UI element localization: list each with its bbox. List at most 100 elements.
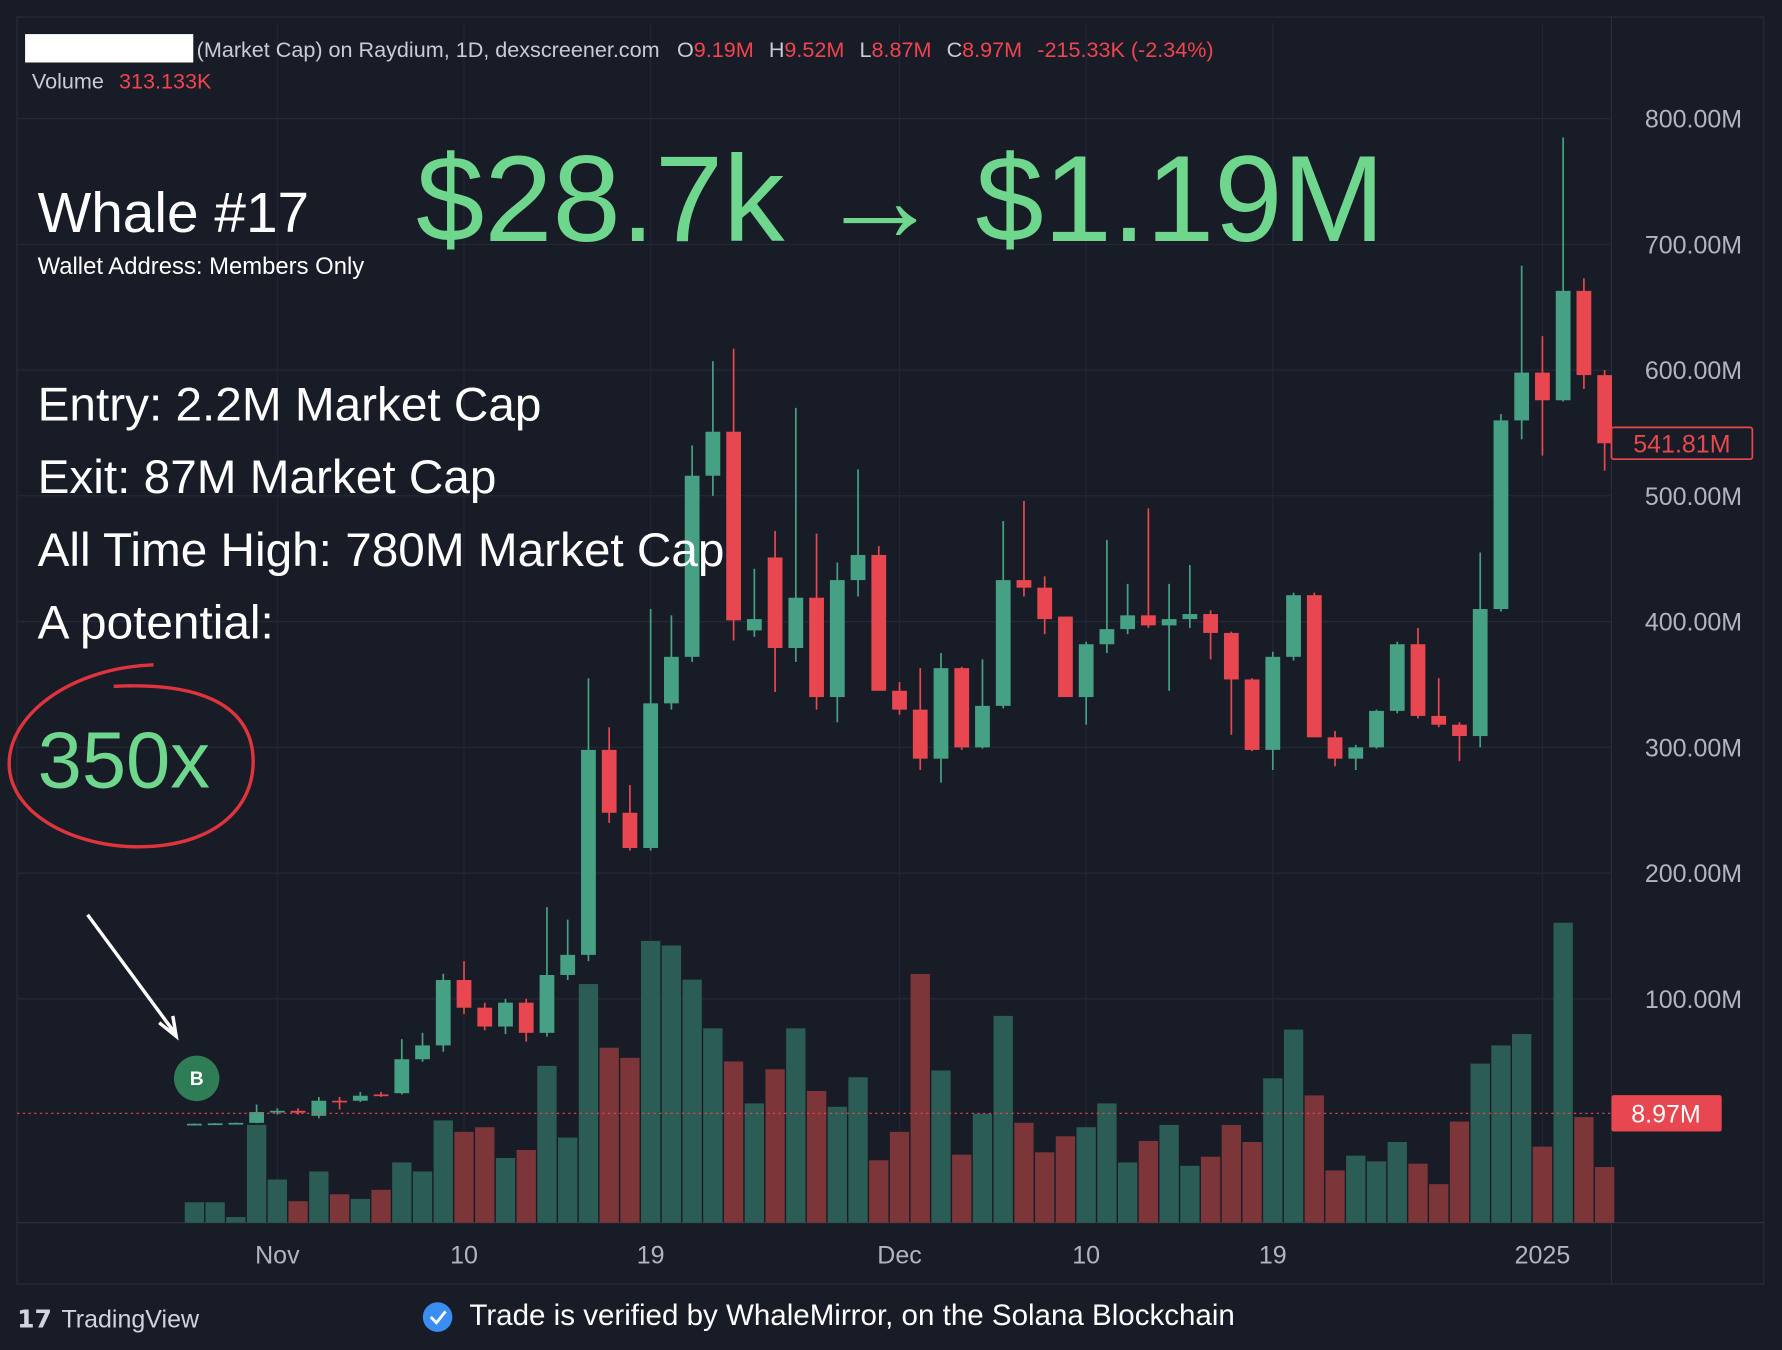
- verified-icon: [422, 1302, 453, 1332]
- volume-bar: [412, 1171, 433, 1223]
- x-tick-label: 2025: [1515, 1242, 1571, 1270]
- volume-bar: [1138, 1140, 1159, 1223]
- volume-bar: [869, 1160, 889, 1223]
- volume-bar: [309, 1171, 329, 1223]
- candle-body: [1141, 615, 1156, 626]
- volume-bar: [1221, 1124, 1241, 1223]
- candle-body: [1099, 629, 1115, 645]
- volume-label: Volume: [32, 69, 104, 94]
- candles: [187, 137, 1613, 1126]
- volume-bar: [1512, 1034, 1532, 1223]
- x-tick-label: Dec: [877, 1242, 921, 1270]
- brand: TradingView: [61, 1305, 200, 1333]
- volume-bar: [1408, 1163, 1428, 1223]
- volume-bar: [993, 1015, 1013, 1223]
- volume-pane: [184, 922, 1615, 1223]
- y-tick-label: 100.00M: [1645, 986, 1742, 1014]
- volume-bar: [889, 1131, 910, 1223]
- candle-body: [871, 554, 887, 691]
- volume-bar: [475, 1127, 495, 1223]
- x-tick-label: 19: [1259, 1242, 1287, 1270]
- volume-bar: [620, 1057, 640, 1223]
- candle-body: [684, 475, 700, 657]
- ohlc-key: C: [947, 37, 963, 62]
- volume-bar: [1159, 1124, 1179, 1223]
- volume-bar: [1449, 1121, 1470, 1223]
- multiplier: 350x: [38, 716, 210, 805]
- candle-body: [1576, 290, 1592, 376]
- volume-bar: [1574, 1117, 1594, 1223]
- volume-bar: [786, 1028, 806, 1223]
- volume-bar: [246, 1124, 267, 1223]
- subtitle: Wallet Address: Members Only: [38, 253, 365, 280]
- volume-line: Volume 313.133K: [32, 69, 212, 94]
- volume-bar: [744, 1103, 765, 1223]
- volume-bar: [1470, 1063, 1490, 1223]
- ohlc-value: 8.87M: [872, 37, 932, 62]
- last-price-label: 541.81M: [1633, 430, 1730, 458]
- volume-bar: [1014, 1122, 1034, 1223]
- reference-tag: [1611, 1095, 1722, 1132]
- candle-body: [332, 1100, 347, 1103]
- volume-bar: [1200, 1156, 1221, 1223]
- candle-body: [1058, 616, 1073, 698]
- volume-bar: [1035, 1152, 1055, 1223]
- frame: [16, 16, 1765, 1285]
- candle-body: [435, 980, 451, 1046]
- x-tick-label: 10: [450, 1242, 478, 1270]
- arrow-shaft: [86, 913, 176, 1033]
- candle-body: [1016, 580, 1032, 588]
- volume-bar: [1055, 1136, 1076, 1223]
- y-tick-label: 700.00M: [1645, 231, 1742, 259]
- candle-body: [601, 749, 617, 813]
- volume-bar: [765, 1069, 785, 1223]
- ohlc-key: H: [769, 37, 785, 62]
- candle-body: [1223, 632, 1239, 680]
- brand-logo: 𝟭𝟳: [17, 1305, 52, 1333]
- volume-bar: [723, 1061, 744, 1223]
- volume-bar: [1325, 1170, 1345, 1223]
- volume-bar: [329, 1194, 350, 1223]
- verification: Trade is verified by WhaleMirror, on the…: [469, 1299, 1234, 1332]
- volume-bar: [1346, 1155, 1366, 1223]
- headline: $28.7k → $1.19M: [416, 131, 1385, 268]
- volume-bar: [848, 1077, 868, 1223]
- redacted-symbol: [25, 34, 194, 63]
- volume-bar: [454, 1131, 474, 1223]
- candle-body: [829, 580, 845, 698]
- volume-bar: [205, 1202, 225, 1223]
- candle-body: [518, 1002, 534, 1033]
- candle-body: [373, 1094, 389, 1097]
- volume-bar: [641, 940, 661, 1223]
- volume-bar: [267, 1179, 288, 1223]
- volume-bar: [1491, 1045, 1511, 1223]
- candle-body: [809, 597, 824, 698]
- candle-body: [1161, 619, 1177, 626]
- candle-body: [1431, 715, 1447, 725]
- volume-bar: [558, 1137, 578, 1223]
- candle-body: [995, 580, 1011, 706]
- volume-bar: [1366, 1161, 1387, 1223]
- volume-bar: [952, 1154, 972, 1223]
- candle-body: [1078, 644, 1094, 698]
- change: -215.33K (-2.34%): [1037, 37, 1213, 62]
- volume-bar: [578, 984, 599, 1223]
- overlays: 100.00M 200.00M 300.00M 400.00M 500.00M 600.0…: [17, 106, 1754, 1270]
- y-tick-label: 200.00M: [1645, 860, 1742, 888]
- candle-body: [207, 1123, 223, 1126]
- candle-body: [1265, 656, 1281, 750]
- arrow-head: [158, 1015, 179, 1041]
- note: Exit: 87M Market Cap: [38, 451, 497, 504]
- volume-bar: [226, 1217, 246, 1223]
- volume-bar: [1387, 1141, 1407, 1223]
- volume-bar: [495, 1157, 516, 1223]
- volume-bar: [806, 1090, 827, 1223]
- reference-label: 8.97M: [1631, 1100, 1700, 1128]
- volume-bar: [682, 979, 702, 1223]
- candle-body: [228, 1122, 244, 1125]
- volume-bar: [599, 1047, 619, 1223]
- candle-body: [1555, 290, 1571, 401]
- volume-bar: [1304, 1095, 1324, 1223]
- candle-body: [1410, 644, 1426, 716]
